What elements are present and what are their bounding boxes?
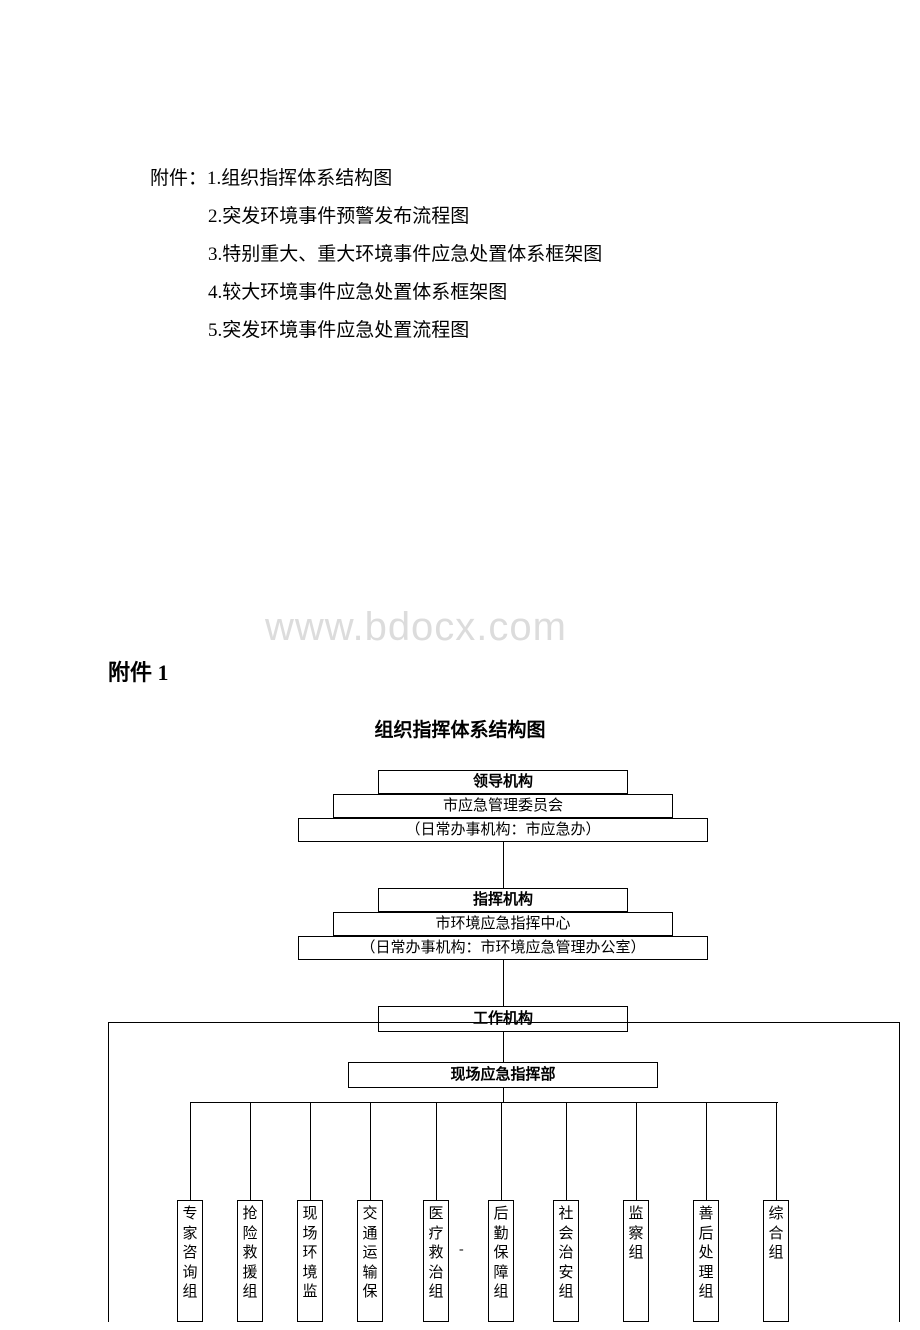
work-group-column: 专家咨询组 xyxy=(177,1200,203,1322)
node-work-header: 工作机构 xyxy=(378,1006,628,1032)
col-drop-1 xyxy=(250,1102,251,1200)
attachment-item: 3.特别重大、重大环境事件应急处置体系框架图 xyxy=(208,236,920,274)
connector-horizontal xyxy=(108,1022,378,1023)
attachments-list: 附件：1.组织指挥体系结构图 2.突发环境事件预警发布流程图 3.特别重大、重大… xyxy=(150,160,920,350)
work-group-column: 社会治安组 xyxy=(553,1200,579,1322)
col-drop-5 xyxy=(501,1102,502,1200)
work-group-column: 善后处理组 xyxy=(693,1200,719,1322)
chart-title: 组织指挥体系结构图 xyxy=(0,715,920,742)
connector-vertical xyxy=(503,1088,504,1102)
col-drop-4 xyxy=(436,1102,437,1200)
node-leadership-body1: 市应急管理委员会 xyxy=(333,794,673,818)
node-leadership-header: 领导机构 xyxy=(378,770,628,794)
outer-left-drop xyxy=(108,1022,109,1322)
attachment-item: 4.较大环境事件应急处置体系框架图 xyxy=(208,274,920,312)
col-drop-6 xyxy=(566,1102,567,1200)
stray-dash: - xyxy=(459,1242,464,1258)
work-group-column: 监察组 xyxy=(623,1200,649,1322)
work-group-column: 医疗救治组 xyxy=(423,1200,449,1322)
node-leadership-body2: （日常办事机构：市应急办） xyxy=(298,818,708,842)
node-onsite-command: 现场应急指挥部 xyxy=(348,1062,658,1088)
work-group-column: 综合组 xyxy=(763,1200,789,1322)
node-command-body1: 市环境应急指挥中心 xyxy=(333,912,673,936)
connector-vertical xyxy=(503,1032,504,1062)
work-group-column: 交通运输保 xyxy=(357,1200,383,1322)
attachment-link: 1.组织指挥体系结构图 xyxy=(207,168,392,189)
watermark-text: www.bdocx.com xyxy=(265,605,567,650)
attachment-item: 5.突发环境事件应急处置流程图 xyxy=(208,312,920,350)
connector-horizontal xyxy=(628,1022,900,1023)
outer-right-drop xyxy=(899,1022,900,1322)
col-drop-0 xyxy=(190,1102,191,1200)
col-drop-8 xyxy=(706,1102,707,1200)
col-drop-2 xyxy=(310,1102,311,1200)
col-drop-9 xyxy=(776,1102,777,1200)
org-chart: 领导机构市应急管理委员会（日常办事机构：市应急办） 指挥机构市环境应急指挥中心（日… xyxy=(0,770,920,1330)
attachment-prefix: 附件： xyxy=(150,168,207,189)
inner-hline xyxy=(190,1102,778,1103)
col-drop-7 xyxy=(636,1102,637,1200)
attachment-item: 2.突发环境事件预警发布流程图 xyxy=(208,198,920,236)
work-group-column: 抢险救援组 xyxy=(237,1200,263,1322)
connector-vertical xyxy=(503,842,504,888)
work-group-column: 现场环境监 xyxy=(297,1200,323,1322)
section-heading: 附件 1 xyxy=(108,655,920,687)
connector-vertical xyxy=(503,960,504,1006)
attachment-item: 附件：1.组织指挥体系结构图 xyxy=(150,160,920,198)
col-drop-3 xyxy=(370,1102,371,1200)
work-group-column: 后勤保障组 xyxy=(488,1200,514,1322)
node-command-header: 指挥机构 xyxy=(378,888,628,912)
node-command-body2: （日常办事机构：市环境应急管理办公室） xyxy=(298,936,708,960)
